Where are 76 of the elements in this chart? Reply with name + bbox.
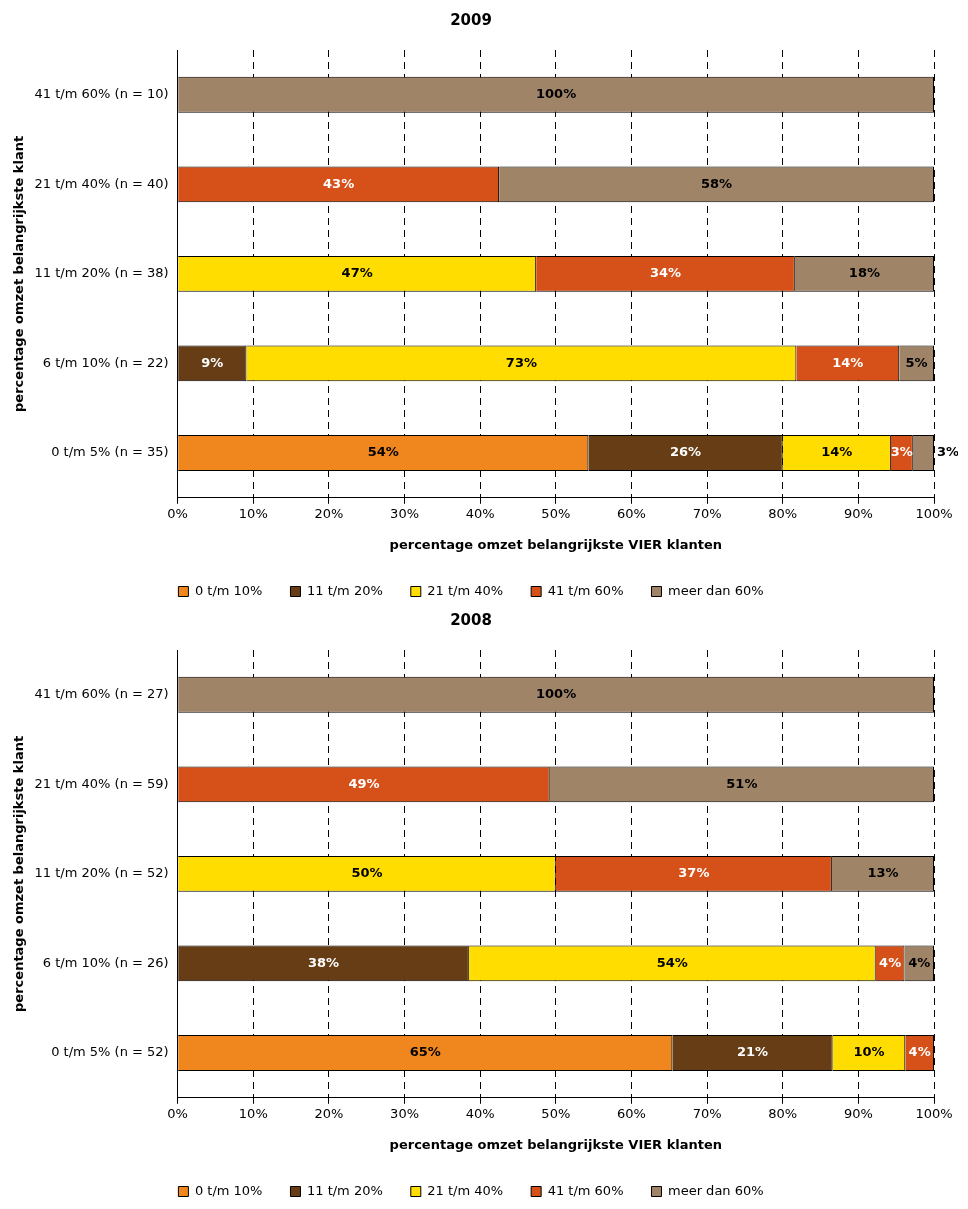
x-tick-label: 10%: [238, 1105, 268, 1121]
data-label: 4%: [879, 954, 902, 970]
x-tick-label: 60%: [617, 1105, 646, 1121]
x-tick-label: 0%: [167, 1105, 188, 1121]
y-axis-title: percentage omzet belangrijkste klant: [11, 735, 27, 1012]
data-label: 100%: [535, 686, 577, 702]
data-label: 58%: [700, 175, 733, 191]
x-tick-label: 30%: [390, 1105, 420, 1121]
data-label: 34%: [649, 265, 682, 281]
x-tick-label: 80%: [768, 505, 798, 521]
chart-title: 2008: [450, 610, 492, 629]
legend-label: 21 t/m 40%: [427, 582, 504, 598]
data-label: 5%: [905, 354, 928, 370]
x-tick-label: 40%: [465, 505, 495, 521]
x-tick-label: 90%: [843, 1105, 873, 1121]
data-label: 47%: [341, 265, 373, 281]
data-label: 3%: [937, 444, 960, 460]
legend-label: 0 t/m 10%: [194, 582, 263, 598]
legend-label: 41 t/m 60%: [547, 1182, 624, 1198]
chart-title: 2009: [450, 10, 492, 29]
data-label: 65%: [409, 1044, 441, 1060]
data-label: 37%: [678, 865, 710, 881]
x-tick-label: 50%: [541, 505, 571, 521]
x-tick-label: 100%: [915, 1105, 953, 1121]
y-tick-label: 21 t/m 40% (n = 59): [34, 775, 169, 791]
data-label: 14%: [821, 444, 853, 460]
x-tick-label: 100%: [915, 505, 953, 521]
legend-label: meer dan 60%: [667, 582, 764, 598]
y-tick-label: 0 t/m 5% (n = 35): [51, 444, 169, 460]
data-label: 54%: [367, 444, 399, 460]
x-tick-label: 30%: [390, 505, 420, 521]
y-axis-title: percentage omzet belangrijkste klant: [11, 135, 27, 412]
x-tick-label: 10%: [238, 505, 268, 521]
y-tick-label: 6 t/m 10% (n = 22): [42, 354, 169, 370]
y-tick-label: 11 t/m 20% (n = 52): [34, 865, 169, 881]
data-label: 4%: [908, 954, 931, 970]
data-label: 14%: [832, 354, 864, 370]
legend-label: 11 t/m 20%: [306, 582, 383, 598]
x-tick-label: 80%: [768, 1105, 798, 1121]
x-tick-label: 20%: [314, 1105, 344, 1121]
legend-label: 0 t/m 10%: [194, 1182, 263, 1198]
y-tick-label: 6 t/m 10% (n = 26): [42, 954, 169, 970]
data-label: 9%: [201, 354, 224, 370]
x-tick-label: 70%: [692, 505, 722, 521]
data-label: 51%: [726, 775, 758, 791]
data-label: 43%: [323, 175, 355, 191]
data-label: 50%: [351, 865, 383, 881]
y-tick-label: 41 t/m 60% (n = 27): [34, 686, 169, 702]
data-label: 38%: [307, 954, 340, 970]
data-label: 21%: [736, 1044, 769, 1060]
data-label: 54%: [656, 954, 688, 970]
y-tick-label: 41 t/m 60% (n = 10): [34, 86, 169, 102]
x-axis-title: percentage omzet belangrijkste VIER klanten: [389, 1136, 723, 1152]
data-label: 49%: [348, 775, 380, 791]
x-tick-label: 40%: [465, 1105, 495, 1121]
data-label: 18%: [848, 265, 880, 281]
x-tick-label: 20%: [314, 505, 344, 521]
data-label: 100%: [535, 86, 577, 102]
legend-label: meer dan 60%: [667, 1182, 764, 1198]
data-label: 26%: [669, 444, 702, 460]
x-tick-label: 90%: [843, 505, 873, 521]
x-tick-label: 50%: [541, 1105, 571, 1121]
data-label: 10%: [853, 1044, 885, 1060]
data-label: 13%: [867, 865, 899, 881]
x-tick-label: 60%: [617, 505, 646, 521]
y-tick-label: 21 t/m 40% (n = 40): [34, 175, 169, 191]
x-tick-label: 70%: [692, 1105, 722, 1121]
data-label: 4%: [908, 1044, 931, 1060]
data-label: 73%: [505, 354, 537, 370]
x-axis-title: percentage omzet belangrijkste VIER klanten: [389, 536, 723, 552]
legend-label: 21 t/m 40%: [427, 1182, 504, 1198]
legend-label: 11 t/m 20%: [306, 1182, 383, 1198]
legend-label: 41 t/m 60%: [547, 582, 624, 598]
y-tick-label: 11 t/m 20% (n = 38): [34, 265, 169, 281]
x-tick-label: 0%: [167, 505, 188, 521]
y-tick-label: 0 t/m 5% (n = 52): [51, 1044, 169, 1060]
